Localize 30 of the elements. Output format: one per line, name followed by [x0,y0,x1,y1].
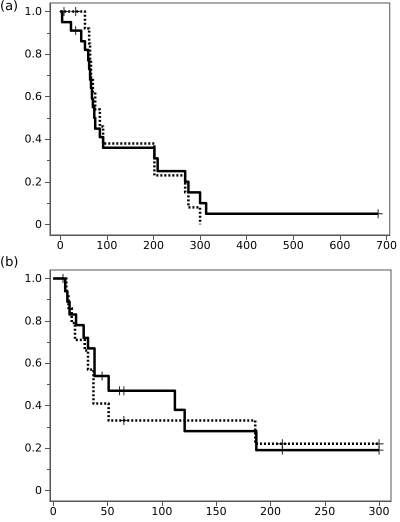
y-tick-label: 0.8 [24,314,42,328]
x-tick-label: 700 [376,239,397,252]
y-tick-label: 0.2 [24,175,42,188]
x-tick-label: 250 [314,505,336,518]
x-tick-label: 300 [190,239,211,252]
y-tick-label: 1.0 [24,5,42,18]
x-tick-label: 50 [100,505,115,518]
x-tick-label: 200 [142,239,164,252]
x-tick-label: 600 [329,239,350,252]
y-tick-label: 0 [35,484,42,497]
y-tick-label: 0.6 [24,90,42,104]
x-tick-label: 200 [260,505,281,518]
y-tick-label: 0 [35,218,42,231]
x-tick-label: 0 [50,505,57,518]
x-tick-label: 0 [56,239,64,252]
y-tick-label: 0.6 [24,356,42,370]
x-tick-label: 100 [96,239,118,252]
chart-title: (b) [0,255,18,270]
x-tick-label: 100 [151,505,172,518]
y-tick-label: 0.4 [24,132,42,146]
x-tick-label: 150 [206,505,227,518]
x-tick-label: 400 [236,239,258,252]
x-tick-label: 300 [368,505,390,518]
chart-title: (a) [0,0,18,14]
y-tick-label: 1.0 [24,272,42,285]
x-tick-label: 500 [282,239,304,252]
y-tick-label: 0.4 [24,399,42,412]
y-tick-label: 0.2 [24,442,42,455]
y-tick-label: 0.8 [24,48,42,61]
point [374,439,384,448]
